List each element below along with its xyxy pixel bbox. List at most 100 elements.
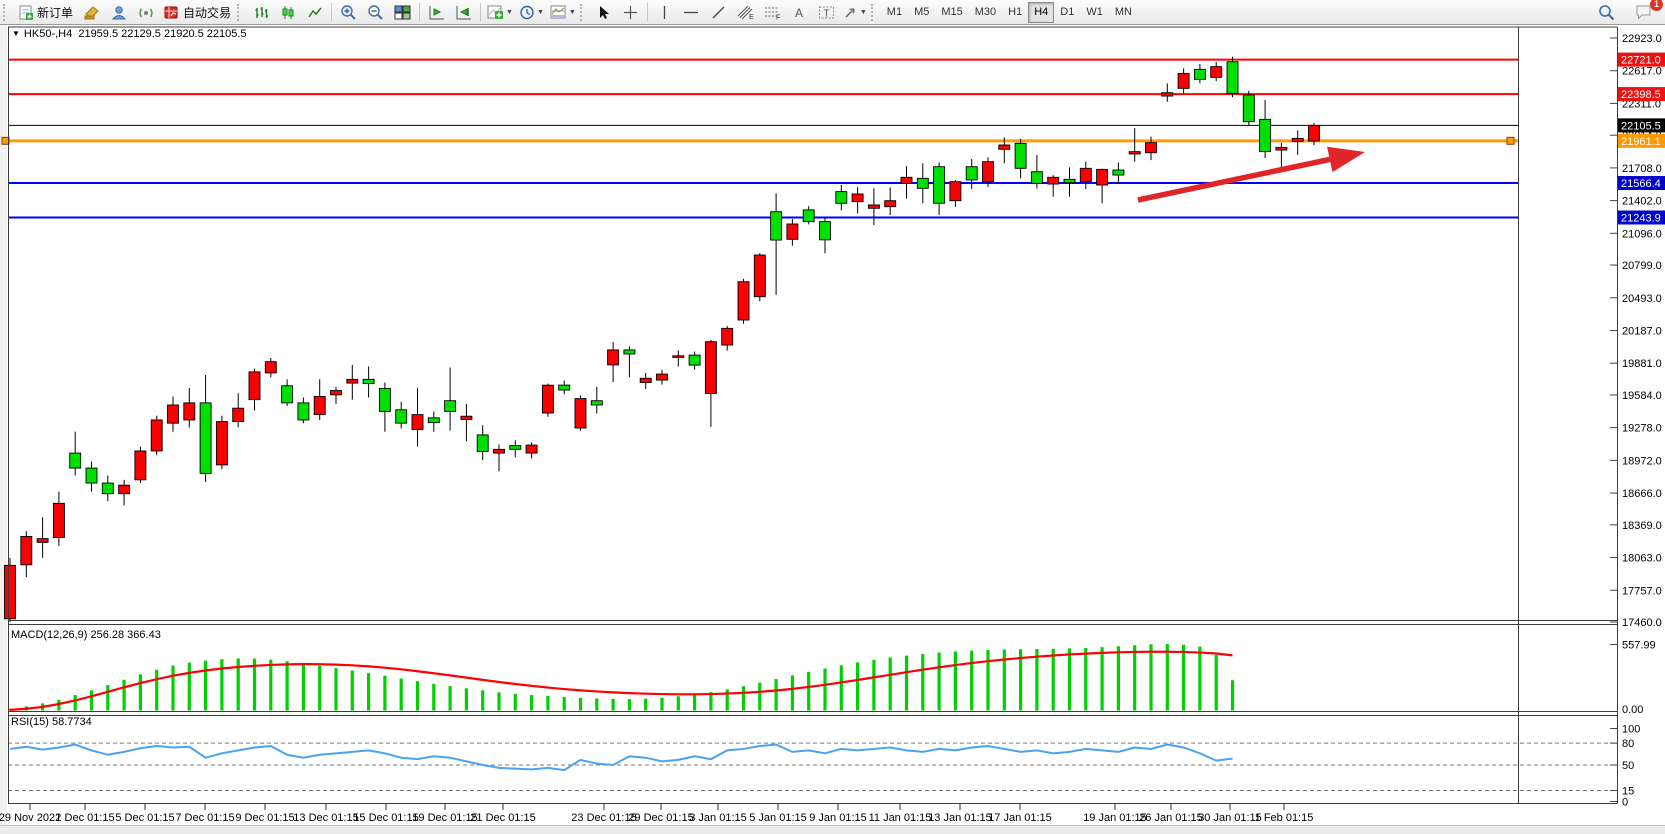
cursor-tool-button[interactable] xyxy=(590,1,617,24)
svg-text:1 Dec 01:15: 1 Dec 01:15 xyxy=(55,812,114,824)
svg-text:9 Dec 01:15: 9 Dec 01:15 xyxy=(235,812,294,824)
autotrade-cube-icon xyxy=(164,6,178,18)
toolbar-separator xyxy=(331,3,333,21)
symbol-collapse-icon[interactable]: ▼ xyxy=(12,29,20,38)
hline-tool-button[interactable] xyxy=(678,1,705,24)
tf-button-m5[interactable]: M5 xyxy=(914,6,930,18)
svg-text:23 Dec 01:15: 23 Dec 01:15 xyxy=(571,812,636,824)
fibonacci-icon: F xyxy=(764,7,780,20)
svg-text:22311.0: 22311.0 xyxy=(1622,98,1661,110)
text-tool-button[interactable]: A xyxy=(786,1,813,24)
dropdown-caret-icon: ▼ xyxy=(506,8,513,16)
chart-shift-button[interactable] xyxy=(423,1,450,24)
svg-text:T: T xyxy=(823,8,829,19)
vertical-line-icon xyxy=(663,5,665,19)
svg-text:29 Nov 2022: 29 Nov 2022 xyxy=(0,812,61,824)
trendline-tool-button[interactable] xyxy=(705,1,732,24)
quick-trade-button[interactable] xyxy=(78,1,105,24)
trend-arrow xyxy=(1137,155,1337,203)
text-tool-icon: A xyxy=(795,6,803,20)
svg-text:21566.4: 21566.4 xyxy=(1621,178,1661,190)
svg-text:0: 0 xyxy=(1622,797,1628,809)
tf-button-mn[interactable]: MN xyxy=(1114,6,1132,18)
svg-text:13 Jan 01:15: 13 Jan 01:15 xyxy=(928,812,992,824)
signals-button[interactable] xyxy=(132,1,159,24)
zoom-out-button[interactable] xyxy=(362,1,389,24)
add-indicator-button[interactable]: ▼ xyxy=(484,1,516,24)
periods-button[interactable]: ▼ xyxy=(516,1,547,24)
vline-tool-button[interactable] xyxy=(651,1,678,24)
toolbar-grip[interactable] xyxy=(870,3,878,21)
svg-text:0.00: 0.00 xyxy=(1622,704,1643,716)
auto-scroll-button[interactable] xyxy=(450,1,477,24)
arrows-tool-button[interactable]: ▼ xyxy=(840,1,870,24)
svg-text:F: F xyxy=(776,14,780,20)
zoom-in-button[interactable] xyxy=(335,1,362,24)
label-tool-button[interactable]: T xyxy=(813,1,840,24)
signal-icon xyxy=(138,8,153,17)
svg-text:30 Jan 01:15: 30 Jan 01:15 xyxy=(1198,812,1262,824)
tf-button-m1[interactable]: M1 xyxy=(886,6,903,18)
svg-text:21961.1: 21961.1 xyxy=(1621,136,1661,148)
cursor-icon xyxy=(599,5,609,19)
tf-button-h1[interactable]: H1 xyxy=(1008,6,1023,18)
svg-text:19 Dec 01:15: 19 Dec 01:15 xyxy=(412,812,477,824)
chart-window[interactable]: 22923.022617.022311.022014.021708.021402… xyxy=(0,25,1665,834)
symbol-search-button[interactable] xyxy=(1593,1,1620,24)
notifications-button[interactable]: 1 xyxy=(1630,0,1663,24)
market-watch-button[interactable] xyxy=(105,1,132,24)
svg-text:80: 80 xyxy=(1622,738,1634,750)
new-order-label: 新订单 xyxy=(37,5,74,20)
timeframe-bar: M1 M5 M15 M30 H1 H4 D1 W1 MN xyxy=(881,1,1138,23)
svg-text:11 Jan 01:15: 11 Jan 01:15 xyxy=(869,812,932,824)
equidistant-channel-icon: E xyxy=(737,5,754,20)
svg-text:19278.0: 19278.0 xyxy=(1622,423,1662,435)
fibonacci-tool-button[interactable]: F xyxy=(759,1,786,24)
price-chart-svg[interactable]: 22923.022617.022311.022014.021708.021402… xyxy=(0,25,1665,834)
templates-button[interactable]: ▼ xyxy=(547,1,579,24)
tile-windows-icon xyxy=(394,5,411,19)
svg-text:13 Dec 01:15: 13 Dec 01:15 xyxy=(293,812,358,824)
chat-badge: 1 xyxy=(1650,0,1663,11)
toolbar-grip[interactable] xyxy=(579,3,587,21)
chart-shift-icon xyxy=(429,5,445,19)
tf-button-h4[interactable]: H4 xyxy=(1028,1,1055,23)
svg-text:22398.5: 22398.5 xyxy=(1621,89,1661,101)
svg-text:9 Jan 01:15: 9 Jan 01:15 xyxy=(809,812,867,824)
candlestick-icon xyxy=(282,5,294,19)
crosshair-tool-button[interactable] xyxy=(617,1,644,24)
svg-text:20799.0: 20799.0 xyxy=(1622,260,1662,272)
tf-button-m30[interactable]: M30 xyxy=(974,6,997,18)
crosshair-icon xyxy=(623,5,637,19)
channel-tool-button[interactable]: E xyxy=(732,1,759,24)
tile-windows-button[interactable] xyxy=(389,1,416,24)
price-badges: 22721.0 22398.5 22105.5 21961.1 21566.4 21243… xyxy=(1618,52,1665,225)
new-order-icon xyxy=(19,5,33,20)
tf-button-w1[interactable]: W1 xyxy=(1086,6,1103,18)
candlestick-mode-button[interactable] xyxy=(274,1,301,24)
svg-text:20493.0: 20493.0 xyxy=(1622,293,1662,305)
svg-text:19584.0: 19584.0 xyxy=(1622,390,1662,402)
svg-text:20187.0: 20187.0 xyxy=(1622,325,1662,337)
svg-text:22617.0: 22617.0 xyxy=(1622,66,1662,78)
tf-button-d1[interactable]: D1 xyxy=(1060,6,1075,18)
toolbar-grip[interactable] xyxy=(3,3,10,21)
svg-text:18666.0: 18666.0 xyxy=(1622,488,1662,500)
autotrade-button[interactable]: 自动交易 xyxy=(159,1,236,24)
svg-text:50: 50 xyxy=(1622,760,1634,772)
svg-text:557.99: 557.99 xyxy=(1622,640,1656,652)
main-toolbar: 新订单 自动交易 ▼ ▼ xyxy=(0,0,1665,25)
svg-text:19881.0: 19881.0 xyxy=(1622,358,1662,370)
new-order-button[interactable]: 新订单 xyxy=(13,1,78,24)
line-chart-mode-button[interactable] xyxy=(301,1,328,24)
toolbar-grip[interactable] xyxy=(237,3,244,21)
candles-layer xyxy=(4,56,1320,622)
svg-text:22923.0: 22923.0 xyxy=(1622,33,1662,45)
ohlc-bars-icon xyxy=(255,6,268,18)
tf-button-m15[interactable]: M15 xyxy=(941,6,963,18)
svg-text:18369.0: 18369.0 xyxy=(1622,520,1662,532)
macd-indicator-label: MACD(12,26,9) 256.28 366.43 xyxy=(11,629,161,641)
bar-chart-mode-button[interactable] xyxy=(247,1,274,24)
svg-text:18063.0: 18063.0 xyxy=(1622,553,1662,565)
